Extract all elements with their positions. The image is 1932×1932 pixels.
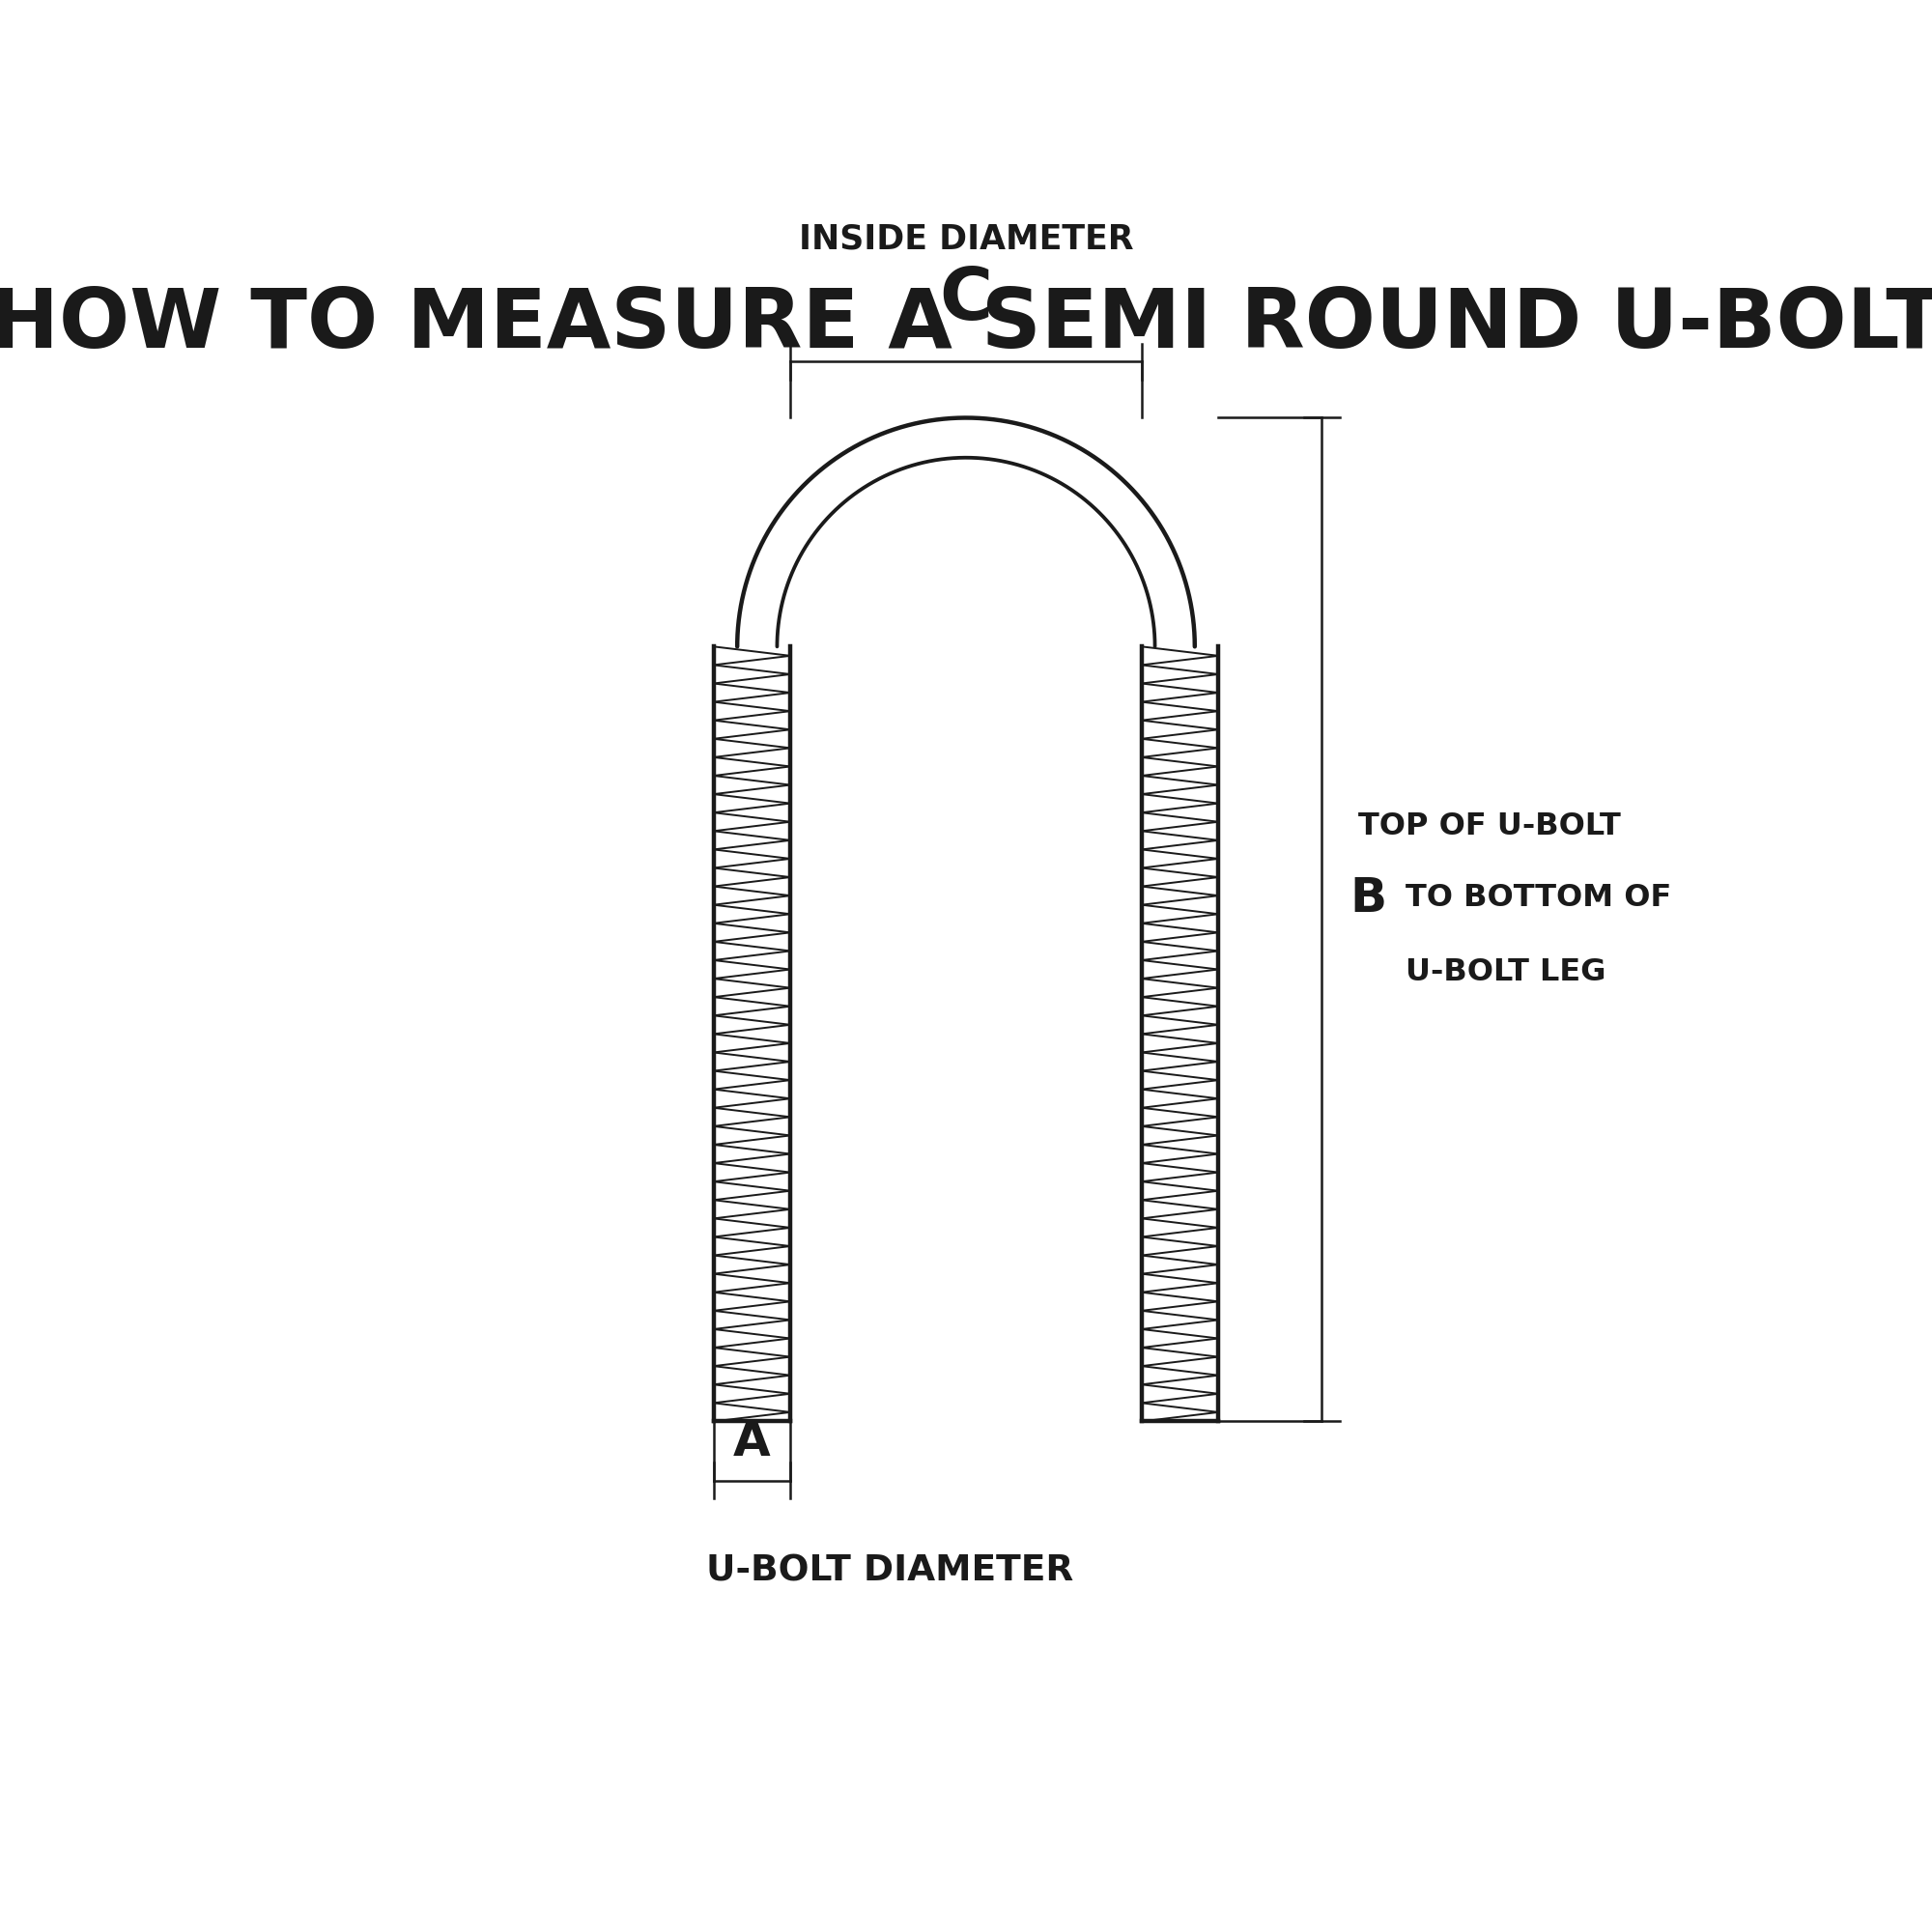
Text: U-BOLT LEG: U-BOLT LEG bbox=[1406, 958, 1605, 987]
Text: C: C bbox=[939, 265, 993, 334]
Text: B: B bbox=[1350, 875, 1387, 922]
Text: TO BOTTOM OF: TO BOTTOM OF bbox=[1406, 883, 1671, 914]
Text: U-BOLT DIAMETER: U-BOLT DIAMETER bbox=[707, 1553, 1074, 1588]
Text: A: A bbox=[734, 1420, 771, 1466]
Text: HOW TO MEASURE A SEMI ROUND U-BOLT: HOW TO MEASURE A SEMI ROUND U-BOLT bbox=[0, 284, 1932, 365]
Text: INSIDE DIAMETER: INSIDE DIAMETER bbox=[798, 222, 1134, 255]
Text: TOP OF U-BOLT: TOP OF U-BOLT bbox=[1358, 811, 1621, 842]
